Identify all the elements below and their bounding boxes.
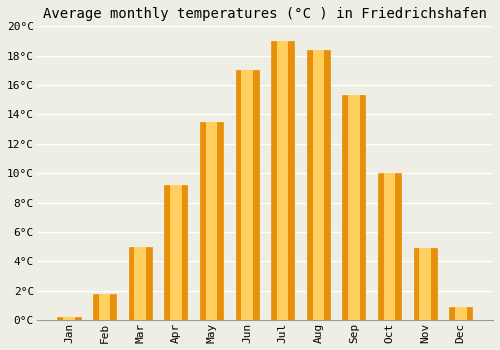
- Bar: [420, 248, 431, 320]
- Bar: [58, 317, 80, 320]
- Bar: [200, 122, 223, 320]
- Bar: [236, 70, 258, 320]
- Bar: [306, 50, 330, 320]
- Bar: [312, 50, 324, 320]
- Bar: [99, 294, 110, 320]
- Bar: [164, 185, 188, 320]
- Bar: [348, 95, 360, 320]
- Bar: [242, 70, 253, 320]
- Bar: [271, 41, 294, 320]
- Bar: [277, 41, 288, 320]
- Bar: [384, 173, 396, 320]
- Bar: [64, 317, 75, 320]
- Title: Average monthly temperatures (°C ) in Friedrichshafen: Average monthly temperatures (°C ) in Fr…: [43, 7, 487, 21]
- Bar: [414, 248, 436, 320]
- Bar: [128, 247, 152, 320]
- Bar: [455, 307, 466, 320]
- Bar: [93, 294, 116, 320]
- Bar: [378, 173, 401, 320]
- Bar: [449, 307, 472, 320]
- Bar: [170, 185, 181, 320]
- Bar: [134, 247, 146, 320]
- Bar: [206, 122, 218, 320]
- Bar: [342, 95, 365, 320]
